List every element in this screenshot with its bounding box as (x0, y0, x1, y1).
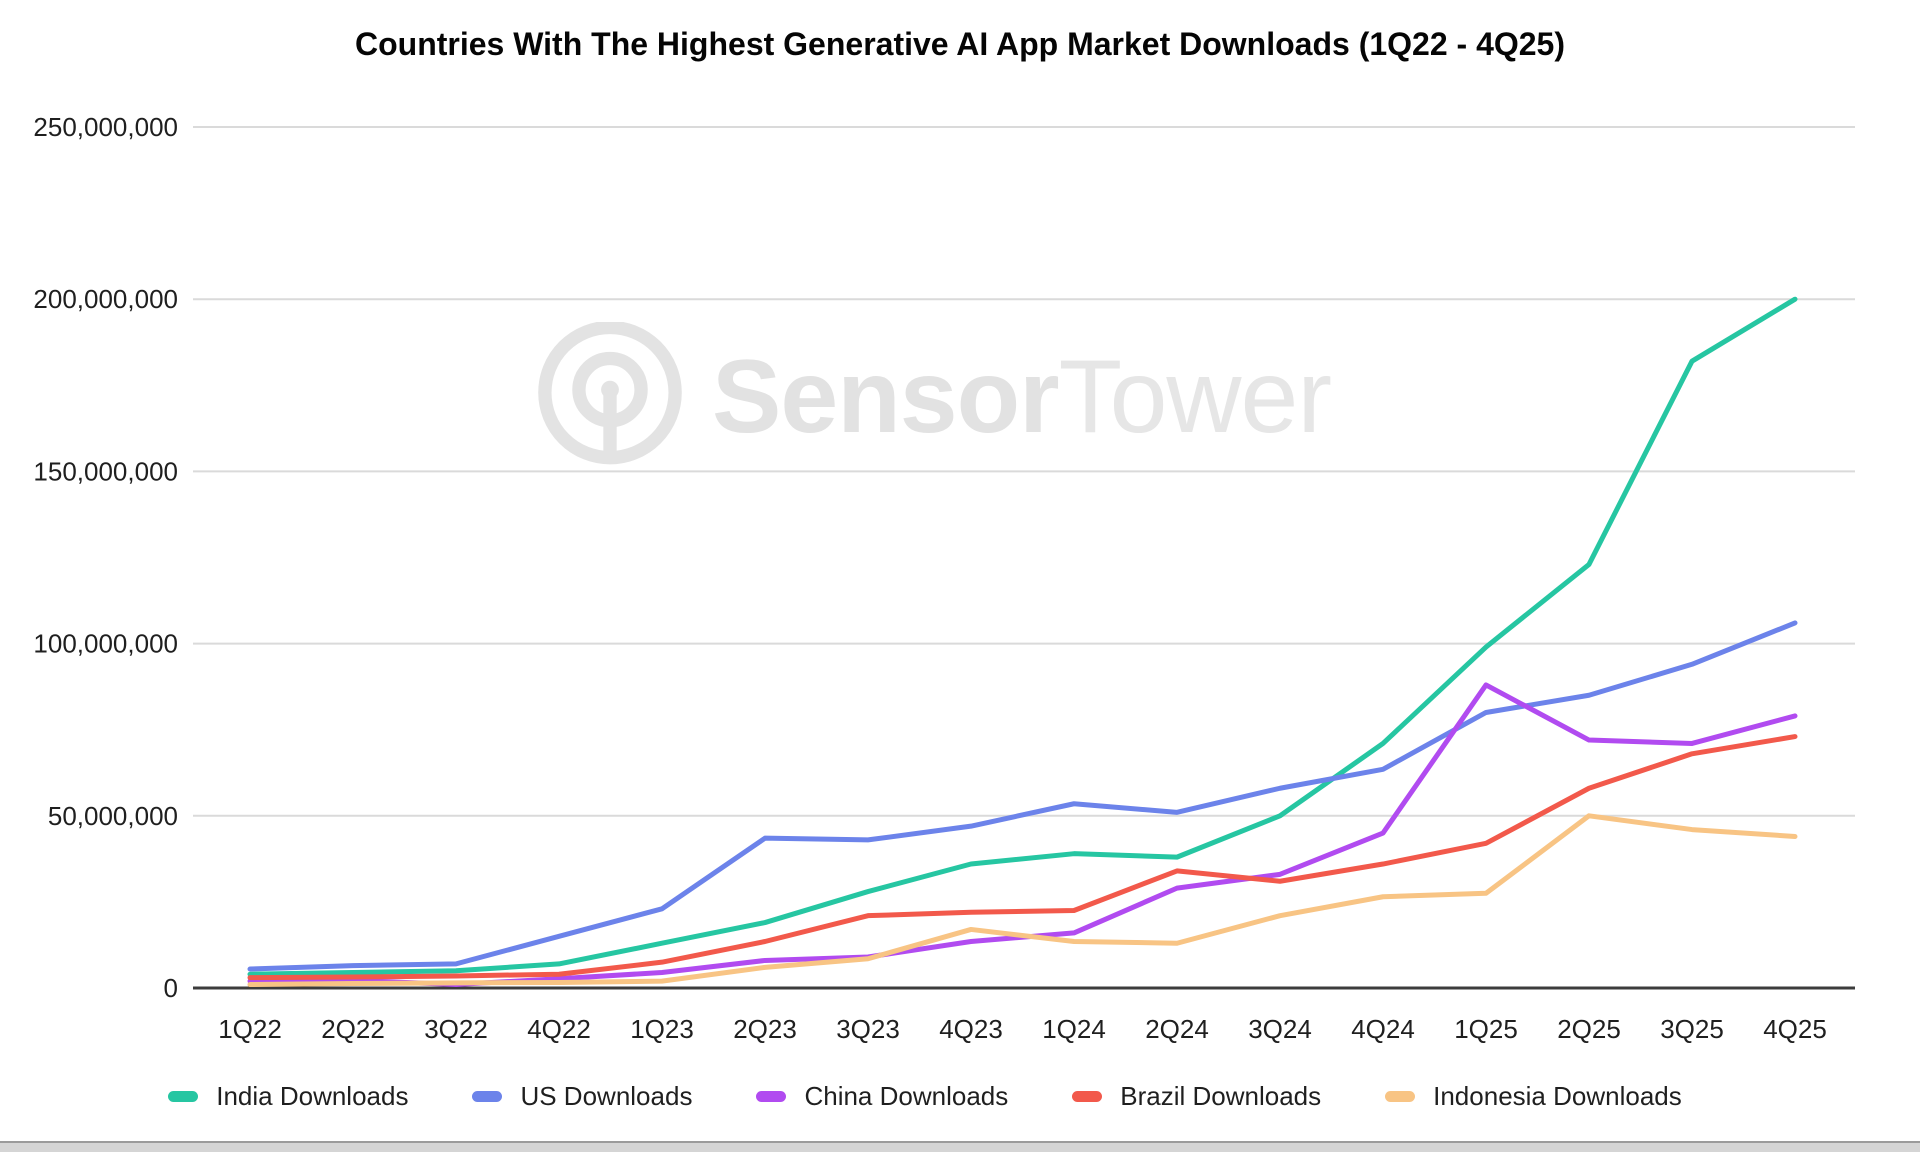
legend-swatch-china-downloads (756, 1090, 787, 1102)
legend-swatch-india-downloads (168, 1090, 199, 1102)
x-tick-label-2q24: 2Q24 (1145, 1014, 1209, 1044)
y-tick-label-150000000: 150,000,000 (33, 456, 178, 486)
chart-title: Countries With The Highest Generative AI… (355, 26, 1565, 62)
legend-item-us-downloads: US Downloads (472, 1081, 692, 1112)
series-line-us-downloads (247, 620, 1798, 972)
legend-item-india-downloads: India Downloads (168, 1081, 408, 1112)
x-tick-label-3q25: 3Q25 (1660, 1014, 1724, 1044)
chart-legend: India Downloads US Downloads China Downloa… (0, 1072, 1850, 1120)
legend-label-india-downloads: India Downloads (216, 1080, 409, 1111)
watermark-brand-text: SensorTower (712, 345, 1332, 449)
x-tick-label-1q22: 1Q22 (218, 1014, 282, 1044)
x-tick-label-2q23: 2Q23 (733, 1014, 797, 1044)
x-tick-label-2q25: 2Q25 (1557, 1014, 1621, 1044)
x-tick-label-2q22: 2Q22 (321, 1014, 385, 1044)
legend-item-china-downloads: China Downloads (756, 1081, 1008, 1112)
y-tick-label-50000000: 50,000,000 (48, 801, 178, 831)
legend-label-china-downloads: China Downloads (804, 1080, 1009, 1111)
x-tick-label-4q24: 4Q24 (1351, 1014, 1415, 1044)
x-tick-label-4q25: 4Q25 (1763, 1014, 1827, 1044)
x-tick-label-3q24: 3Q24 (1248, 1014, 1312, 1044)
y-tick-label-200000000: 200,000,000 (33, 284, 178, 314)
series-line-indonesia-downloads (247, 813, 1798, 988)
legend-item-brazil-downloads: Brazil Downloads (1072, 1081, 1321, 1112)
x-tick-label-4q23: 4Q23 (939, 1014, 1003, 1044)
x-tick-label-1q23: 1Q23 (630, 1014, 694, 1044)
watermark: SensorTower (536, 322, 1332, 472)
legend-label-us-downloads: US Downloads (520, 1080, 693, 1111)
bottom-window-edge (0, 1141, 1920, 1152)
series-line-brazil-downloads (247, 734, 1798, 981)
series-line-india-downloads (247, 296, 1798, 977)
y-tick-label-100000000: 100,000,000 (33, 629, 178, 659)
legend-swatch-indonesia-downloads (1385, 1090, 1416, 1102)
x-tick-label-3q22: 3Q22 (424, 1014, 488, 1044)
legend-item-indonesia-downloads: Indonesia Downloads (1385, 1081, 1682, 1112)
x-tick-label-3q23: 3Q23 (836, 1014, 900, 1044)
watermark-tower: Tower (1058, 339, 1332, 455)
sensor-tower-antenna-icon (538, 322, 682, 465)
x-tick-label-1q25: 1Q25 (1454, 1014, 1518, 1044)
y-tick-label-250000000: 250,000,000 (33, 112, 178, 142)
x-tick-label-1q24: 1Q24 (1042, 1014, 1106, 1044)
legend-swatch-us-downloads (472, 1090, 503, 1102)
x-tick-label-4q22: 4Q22 (527, 1014, 591, 1044)
legend-swatch-brazil-downloads (1072, 1090, 1103, 1102)
legend-label-brazil-downloads: Brazil Downloads (1120, 1080, 1322, 1111)
legend-label-indonesia-downloads: Indonesia Downloads (1433, 1080, 1682, 1111)
y-tick-label-0: 0 (164, 973, 178, 1003)
watermark-sensor: Sensor (712, 339, 1060, 455)
